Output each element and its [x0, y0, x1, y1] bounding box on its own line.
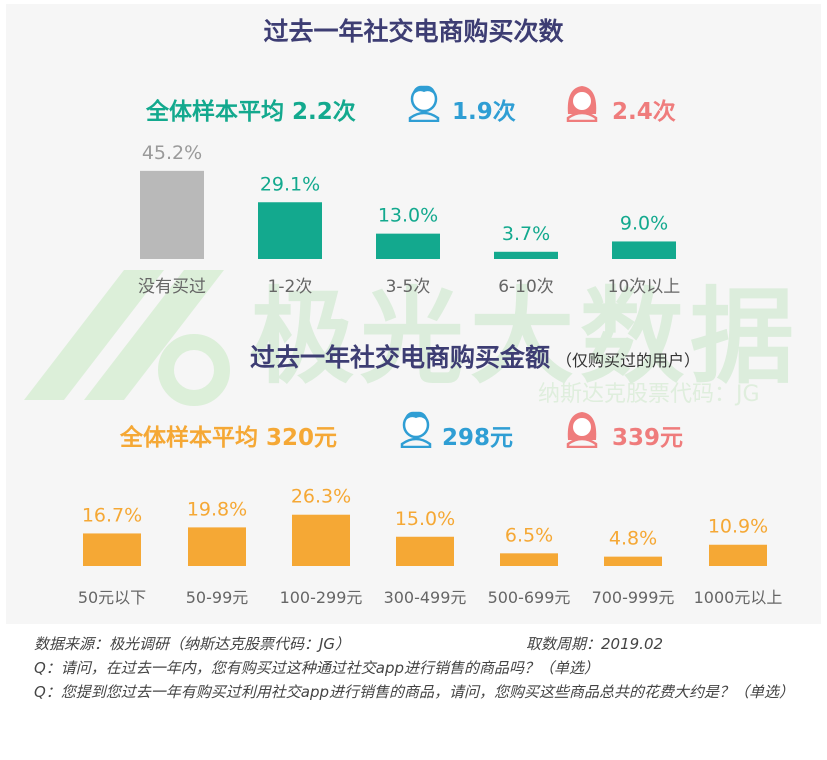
- section1-overall-average: 全体样本平均 2.2次: [146, 99, 356, 125]
- spend-bar-3: [396, 536, 454, 566]
- female-spending: 339元: [612, 425, 684, 451]
- female-purchase-count: 2.4次: [612, 99, 676, 125]
- section2-overall-average: 全体样本平均 320元: [120, 425, 338, 451]
- count-category-4: 10次以上: [608, 277, 681, 297]
- count-bar-label-1: 29.1%: [260, 173, 320, 195]
- spend-bar-label-0: 16.7%: [82, 504, 142, 526]
- section2-title: 过去一年社交电商购买金额: [250, 343, 551, 372]
- count-bar-4: [612, 241, 676, 259]
- question-2: Q：您提到您过去一年有购买过利用社交app进行销售的商品，请问，您购买这些商品总…: [34, 683, 795, 701]
- male-avatar-icon-2: [400, 411, 432, 448]
- spend-bar-5: [604, 556, 662, 566]
- count-category-1: 1-2次: [268, 277, 313, 297]
- bar-charts: 45.2% 没有买过 29.1% 1-2次 13.0% 3-5次 3.7% 6-10次 9.0%…: [78, 142, 783, 607]
- female-avatar-icon: [566, 86, 598, 122]
- count-bar-1: [258, 202, 322, 259]
- spend-category-4: 500-699元: [488, 588, 571, 607]
- male-purchase-count: 1.9次: [452, 99, 516, 125]
- male-spending: 298元: [442, 425, 514, 451]
- female-avatar-icon-2: [566, 412, 598, 448]
- count-category-3: 6-10次: [498, 277, 554, 297]
- spend-category-6: 1000元以上: [694, 588, 783, 607]
- count-category-2: 3-5次: [386, 277, 431, 297]
- chart-card: [6, 4, 821, 624]
- spend-bar-1: [188, 527, 246, 566]
- count-bar-label-4: 9.0%: [620, 212, 668, 234]
- spend-bar-label-3: 15.0%: [395, 508, 455, 530]
- stock-code-watermark: 纳斯达克股票代码：JG: [538, 382, 760, 407]
- footer-notes: 数据来源：极光调研（纳斯达克股票代码：JG） 取数周期：2019.02 Q：请问…: [34, 632, 814, 704]
- section2-title-row: 过去一年社交电商购买金额 （仅购买过的用户）: [250, 338, 700, 374]
- section2-title-note: （仅购买过的用户）: [556, 351, 701, 370]
- spend-category-1: 50-99元: [186, 588, 249, 607]
- data-period: 取数周期：2019.02: [526, 635, 664, 653]
- spend-bar-4: [500, 553, 558, 566]
- spend-bar-label-1: 19.8%: [187, 498, 247, 520]
- spend-bar-label-6: 10.9%: [708, 516, 768, 538]
- count-bar-0: [140, 170, 204, 259]
- data-source: 数据来源：极光调研（纳斯达克股票代码：JG）: [34, 635, 351, 653]
- brand-logo-watermark: [24, 270, 230, 406]
- spend-bar-label-2: 26.3%: [291, 486, 351, 508]
- count-bar-label-3: 3.7%: [502, 223, 550, 245]
- spend-bar-label-5: 4.8%: [609, 528, 657, 550]
- question-1: Q：请问，在过去一年内，您有购买过这种通过社交app进行销售的商品吗？（单选）: [34, 659, 600, 677]
- spend-category-5: 700-999元: [592, 588, 675, 607]
- count-bar-3: [494, 251, 558, 259]
- spend-bar-2: [292, 514, 350, 566]
- spend-category-3: 300-499元: [384, 588, 467, 607]
- section1-title: 过去一年社交电商购买次数: [263, 17, 564, 46]
- count-bar-label-0: 45.2%: [142, 142, 202, 164]
- count-category-0: 没有买过: [138, 277, 206, 297]
- brand-watermark: 极光大数据: [250, 276, 801, 398]
- spend-bar-6: [709, 544, 767, 566]
- spend-category-0: 50元以下: [78, 588, 146, 607]
- count-bar-2: [376, 233, 440, 259]
- spend-category-2: 100-299元: [280, 588, 363, 607]
- spend-bar-label-4: 6.5%: [505, 524, 553, 546]
- male-avatar-icon: [408, 85, 440, 122]
- count-bar-label-2: 13.0%: [378, 205, 438, 227]
- spend-bar-0: [83, 533, 141, 566]
